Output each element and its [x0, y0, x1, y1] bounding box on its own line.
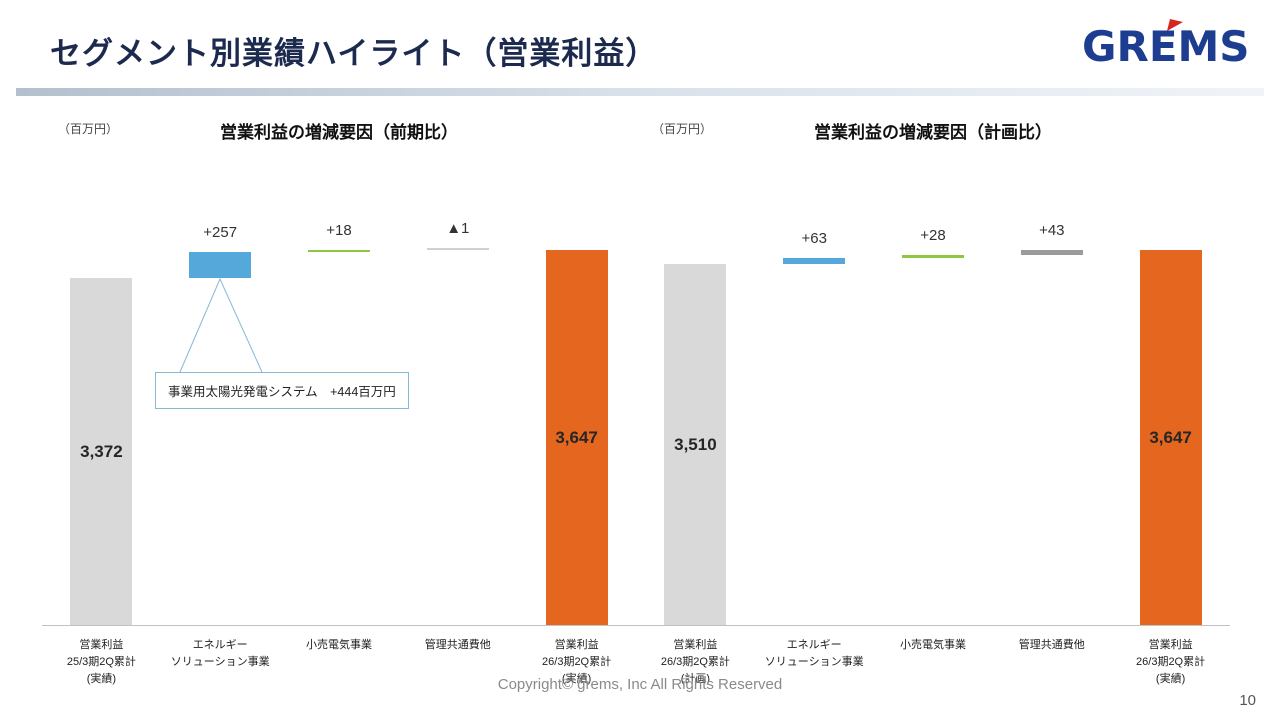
- waterfall-bar: [308, 249, 370, 252]
- waterfall-bar: 3,372: [70, 278, 133, 625]
- copyright: Copyright© grems, Inc All Rights Reserve…: [497, 676, 783, 693]
- waterfall-bar: [189, 251, 252, 279]
- delta-label: +257: [203, 223, 238, 241]
- charts-container: （百万円） 営業利益の増減要因（前期比） 事業用太陽光発電システム +444百万…: [42, 112, 1230, 692]
- waterfall-bar: 3,647: [545, 250, 608, 625]
- x-axis-label: 営業利益 25/3期2Q累計 (実績): [66, 639, 136, 685]
- logo-text: GREMS: [1082, 22, 1250, 71]
- x-axis-label: 管理共通費他: [424, 639, 491, 651]
- x-axis-label: 営業利益 26/3期2Q累計 (実績): [542, 639, 612, 685]
- grems-logo: GREMS: [1082, 19, 1250, 78]
- waterfall-bar: [783, 257, 846, 265]
- plot-area: 事業用太陽光発電システム +444百万円 3,372 +257 +18 ▲1 3,647: [42, 220, 636, 626]
- waterfall-bar: 3,510: [664, 264, 727, 625]
- x-axis-labels: 営業利益 25/3期2Q累計 (実績) エネルギー ソリューション事業 小売電気事業 管理共…: [42, 631, 636, 688]
- delta-label: +28: [920, 226, 946, 244]
- page-title: セグメント別業績ハイライト（営業利益）: [50, 36, 658, 71]
- page-number: 10: [1239, 692, 1256, 709]
- x-axis-label: エネルギー ソリューション事業: [170, 639, 270, 668]
- bar-value-label: 3,510: [674, 434, 717, 454]
- delta-label: +18: [326, 221, 352, 239]
- unit-label: （百万円）: [652, 122, 713, 136]
- waterfall-bar: [1020, 250, 1083, 255]
- x-axis-label: 営業利益 26/3期2Q累計 (計画): [660, 639, 730, 685]
- x-axis-label: 管理共通費他: [1018, 639, 1085, 651]
- callout-box: 事業用太陽光発電システム +444百万円: [155, 372, 409, 409]
- x-axis-label: 営業利益 26/3期2Q累計 (実績): [1136, 639, 1206, 685]
- header-divider: [16, 88, 1264, 96]
- x-axis-label: 小売電気事業: [305, 639, 372, 651]
- x-axis-label: エネルギー ソリューション事業: [764, 639, 864, 668]
- delta-label: +43: [1039, 222, 1065, 240]
- x-axis-labels: 営業利益 26/3期2Q累計 (計画) エネルギー ソリューション事業 小売電気事業 管理共…: [636, 631, 1230, 688]
- logo-flag-icon: [1167, 19, 1183, 31]
- unit-label: （百万円）: [58, 122, 119, 136]
- delta-label: ▲1: [446, 220, 470, 238]
- waterfall-bar: [426, 248, 489, 251]
- waterfall-bar: 3,647: [1139, 250, 1202, 625]
- bar-value-label: 3,372: [80, 441, 123, 461]
- chart-vs-plan: （百万円） 営業利益の増減要因（計画比） 3,510 +63 +28 +43 3,647…: [636, 112, 1230, 692]
- bar-value-label: 3,647: [1149, 427, 1192, 447]
- chart-title: 営業利益の増減要因（前期比）: [220, 123, 458, 142]
- x-axis-label: 小売電気事業: [899, 639, 966, 651]
- chart-yoy: （百万円） 営業利益の増減要因（前期比） 事業用太陽光発電システム +444百万…: [42, 112, 636, 692]
- chart-title: 営業利益の増減要因（計画比）: [814, 123, 1052, 142]
- delta-label: +63: [801, 229, 827, 247]
- bar-value-label: 3,647: [555, 427, 598, 447]
- plot-area: 3,510 +63 +28 +43 3,647: [636, 220, 1230, 626]
- waterfall-bar: [902, 254, 964, 258]
